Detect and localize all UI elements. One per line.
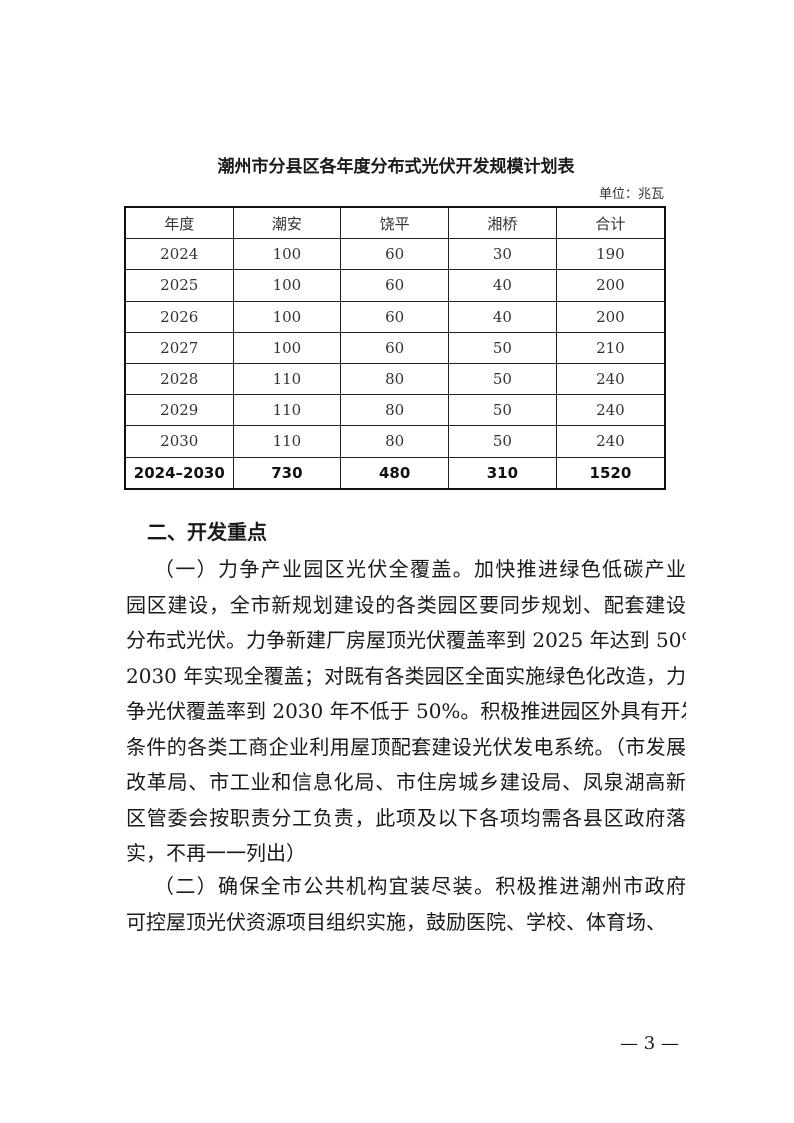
table-row: 2025 100 60 40 200	[124, 269, 666, 302]
table-cell: 100	[232, 300, 342, 333]
table-cell: 50	[448, 331, 557, 364]
plan-table: 年度 潮安 饶平 湘桥 合计 2024 100 60 30 190 2025 100 60 40 200 20…	[124, 206, 666, 490]
section-heading: 二、开发重点	[147, 520, 267, 544]
table-cell: 80	[340, 394, 450, 427]
table-row: 2024 100 60 30 190	[124, 238, 666, 271]
table-total-row: 2024–2030 730 480 310 1520	[124, 456, 666, 490]
table-cell: 60	[340, 238, 450, 271]
table-unit: 单位：兆瓦	[598, 187, 664, 202]
table-cell: 40	[448, 300, 557, 333]
page-number: — 3 —	[620, 1033, 679, 1054]
table-cell: 2025	[124, 269, 234, 302]
table-cell: 100	[232, 238, 342, 271]
table-cell: 60	[340, 331, 450, 364]
table-cell: 2027	[124, 331, 234, 364]
table-cell: 1520	[555, 456, 666, 490]
table-cell: 480	[340, 456, 450, 490]
table-cell: 50	[448, 425, 557, 458]
table-row: 2030 110 80 50 240	[124, 425, 666, 458]
table-cell: 2024–2030	[124, 456, 234, 490]
table-header-row: 年度 潮安 饶平 湘桥 合计	[124, 206, 666, 240]
table-cell: 潮安	[232, 206, 342, 240]
table-row: 2028 110 80 50 240	[124, 362, 666, 396]
table-cell: 60	[340, 269, 450, 302]
table-cell: 200	[555, 269, 666, 302]
table-cell: 80	[340, 362, 450, 396]
table-cell: 40	[448, 269, 557, 302]
table-cell: 240	[555, 362, 666, 396]
table-cell: 2030	[124, 425, 234, 458]
text-line: 园区建设，全市新规划建设的各类园区要同步规划、配套建设	[126, 592, 686, 617]
text-line: 可控屋顶光伏资源项目组织实施，鼓励医院、学校、体育场、	[126, 909, 666, 934]
text-line: 区管委会按职责分工负责，此项及以下各项均需各县区政府落	[126, 805, 686, 830]
table-cell: 50	[448, 394, 557, 427]
table-cell: 100	[232, 331, 342, 364]
table-cell: 2028	[124, 362, 234, 396]
table-cell: 240	[555, 425, 666, 458]
table-cell: 110	[232, 425, 342, 458]
table-title: 潮州市分县区各年度分布式光伏开发规模计划表	[217, 157, 575, 177]
text-line: 实，不再一一列出）	[126, 841, 306, 865]
table-cell: 年度	[124, 206, 234, 240]
text-line: 分布式光伏。力争新建厂房屋顶光伏覆盖率到 2025 年达到 50%、	[126, 628, 686, 652]
text-line: 2030 年实现全覆盖；对既有各类园区全面实施绿色化改造，力	[126, 663, 686, 688]
table-cell: 湘桥	[448, 206, 557, 240]
text-line: （一）力争产业园区光伏全覆盖。加快推进绿色低碳产业	[154, 557, 686, 581]
table-cell: 100	[232, 269, 342, 302]
table-cell: 饶平	[340, 206, 450, 240]
table-cell: 190	[555, 238, 666, 271]
table-row: 2026 100 60 40 200	[124, 300, 666, 333]
table-cell: 30	[448, 238, 557, 271]
table-cell: 310	[448, 456, 557, 490]
table-cell: 730	[232, 456, 342, 490]
text-line: （二）确保全市公共机构宜装尽装。积极推进潮州市政府	[154, 874, 686, 898]
table-cell: 50	[448, 362, 557, 396]
paragraph-2: （二）确保全市公共机构宜装尽装。积极推进潮州市政府可控屋顶光伏资源项目组织实施，…	[126, 869, 686, 940]
table-cell: 60	[340, 300, 450, 333]
table-cell: 2026	[124, 300, 234, 333]
table-cell: 80	[340, 425, 450, 458]
text-line: 改革局、市工业和信息化局、市住房城乡建设局、凤泉湖高新	[126, 770, 686, 794]
text-line: 条件的各类工商企业利用屋顶配套建设光伏发电系统。（市发展	[126, 734, 686, 759]
table-cell: 合计	[555, 206, 666, 240]
text-line: 争光伏覆盖率到 2030 年不低于 50%。积极推进园区外具有开发	[126, 699, 686, 723]
table-cell: 200	[555, 300, 666, 333]
table-cell: 2029	[124, 394, 234, 427]
table-cell: 110	[232, 394, 342, 427]
table-cell: 210	[555, 331, 666, 364]
table-row: 2029 110 80 50 240	[124, 394, 666, 427]
table-cell: 240	[555, 394, 666, 427]
table-cell: 2024	[124, 238, 234, 271]
paragraph-1: （一）力争产业园区光伏全覆盖。加快推进绿色低碳产业园区建设，全市新规划建设的各类…	[126, 552, 686, 872]
table-row: 2027 100 60 50 210	[124, 331, 666, 364]
table-cell: 110	[232, 362, 342, 396]
